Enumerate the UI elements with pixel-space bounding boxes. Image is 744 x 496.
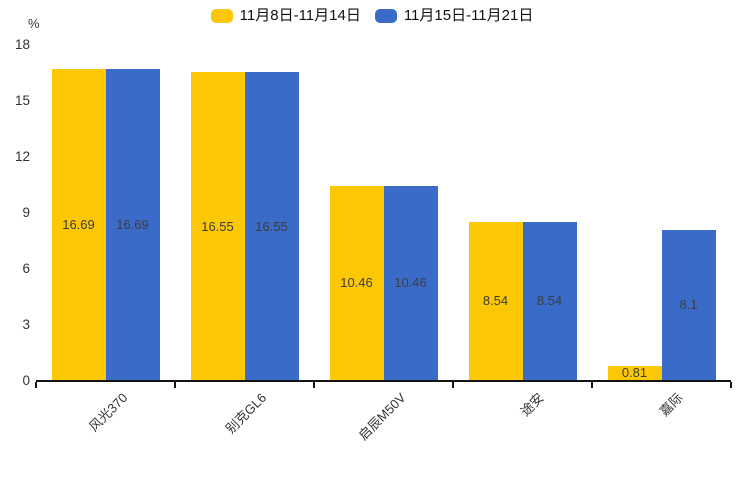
bar-series-2-启辰M50V bbox=[383, 185, 438, 381]
bar-series-1-别克GL6 bbox=[190, 72, 245, 381]
bar-value-label: 0.81 bbox=[621, 365, 648, 381]
y-tick-label: 3 bbox=[22, 317, 30, 332]
x-category-label: 嘉际 bbox=[657, 390, 687, 420]
x-axis-tick bbox=[730, 382, 732, 388]
y-tick-label: 18 bbox=[14, 37, 30, 52]
bar-series-1-途安 bbox=[468, 221, 523, 381]
legend-label: 11月8日-11月14日 bbox=[239, 7, 361, 24]
bar-value-label: 8.54 bbox=[482, 293, 509, 309]
bar-series-1-启辰M50V bbox=[329, 185, 384, 381]
y-tick-label: 0 bbox=[22, 373, 30, 388]
x-axis-line bbox=[36, 380, 731, 382]
y-tick-label: 15 bbox=[14, 93, 30, 108]
x-category-label: 启辰M50V bbox=[355, 390, 409, 444]
bar-value-label: 16.55 bbox=[255, 218, 288, 234]
bar-value-label: 8.1 bbox=[679, 297, 698, 313]
legend-swatch-icon bbox=[374, 9, 397, 23]
x-category-label: 风光370 bbox=[85, 390, 131, 435]
legend-item-series-1[interactable]: 11月8日-11月14日 bbox=[210, 7, 361, 25]
bar-value-label: 16.69 bbox=[62, 217, 95, 233]
legend-item-series-2[interactable]: 11月15日-11月21日 bbox=[374, 7, 534, 25]
y-tick-label: 12 bbox=[14, 149, 30, 164]
x-axis-tick bbox=[452, 382, 454, 388]
x-axis-tick bbox=[174, 382, 176, 388]
x-axis-tick bbox=[313, 382, 315, 388]
legend-swatch-icon bbox=[210, 9, 233, 23]
bar-value-label: 8.54 bbox=[536, 293, 563, 309]
bar-series-2-风光370 bbox=[105, 69, 160, 381]
bar-value-label: 16.69 bbox=[116, 217, 149, 233]
x-axis-tick bbox=[35, 382, 37, 388]
x-axis-tick bbox=[591, 382, 593, 388]
bar-value-label: 10.46 bbox=[394, 275, 427, 291]
bar-series-2-途安 bbox=[522, 221, 577, 381]
legend-label: 11月15日-11月21日 bbox=[403, 7, 534, 24]
bar-series-2-别克GL6 bbox=[244, 72, 299, 381]
bar-series-1-风光370 bbox=[51, 69, 106, 381]
bar-value-label: 10.46 bbox=[340, 275, 373, 291]
bar-value-label: 16.55 bbox=[201, 218, 234, 234]
legend: 11月8日-11月14日 11月15日-11月21日 bbox=[0, 7, 744, 25]
bar-series-1-嘉际 bbox=[607, 365, 662, 381]
x-category-label: 别克GL6 bbox=[222, 390, 270, 437]
x-category-label: 途安 bbox=[518, 390, 548, 420]
bar-series-2-嘉际 bbox=[661, 229, 716, 381]
y-tick-label: 9 bbox=[22, 205, 30, 220]
y-tick-label: 6 bbox=[22, 261, 30, 276]
y-axis-unit-label: % bbox=[28, 16, 40, 31]
